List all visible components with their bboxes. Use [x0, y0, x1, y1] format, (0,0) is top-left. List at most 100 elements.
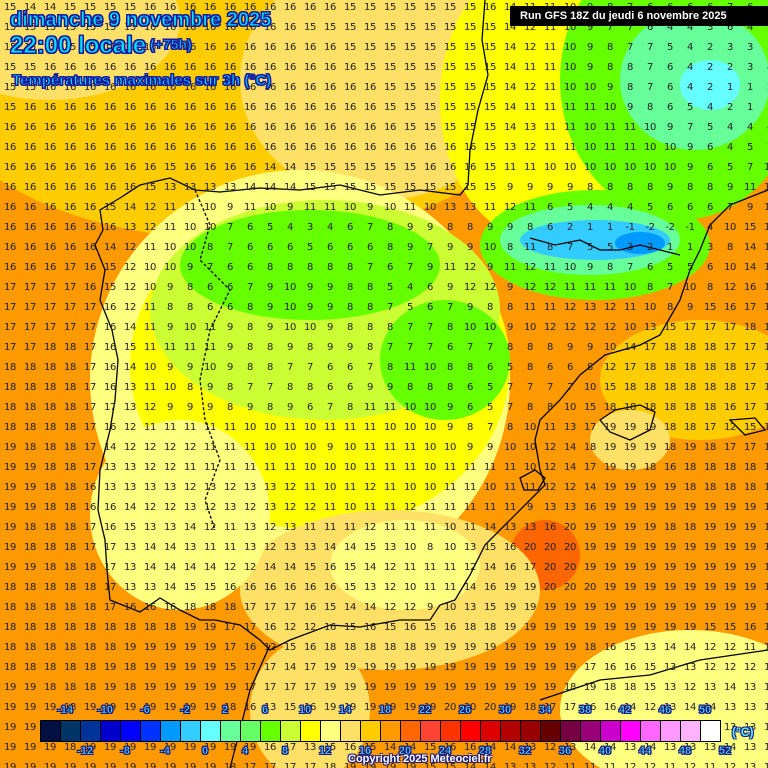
- grid-value: 10: [423, 462, 437, 473]
- forecast-offset: (+75h): [150, 36, 193, 53]
- grid-value: 8: [426, 542, 434, 553]
- grid-value: 19: [123, 742, 137, 753]
- grid-value: 16: [163, 122, 177, 133]
- grid-value: 4: [746, 22, 754, 33]
- grid-value: 5: [706, 122, 714, 133]
- grid-value: 18: [583, 442, 597, 453]
- grid-value: 20: [483, 702, 497, 713]
- grid-value: 13: [583, 302, 597, 313]
- grid-value: 7: [426, 322, 434, 333]
- grid-value: 18: [3, 602, 17, 613]
- grid-value: 10: [603, 102, 617, 113]
- grid-value: 16: [163, 2, 177, 13]
- grid-value: 16: [223, 102, 237, 113]
- legend-swatch: [201, 721, 221, 741]
- grid-value: 19: [643, 502, 657, 513]
- grid-value: 16: [443, 162, 457, 173]
- grid-value: 18: [43, 422, 57, 433]
- grid-value: 9: [266, 302, 274, 313]
- grid-value: 19: [763, 482, 768, 493]
- grid-value: 12: [563, 482, 577, 493]
- grid-value: 11: [223, 422, 237, 433]
- grid-value: 11: [243, 202, 257, 213]
- grid-value: 7: [386, 302, 394, 313]
- grid-value: 15: [423, 102, 437, 113]
- grid-value: 19: [743, 502, 757, 513]
- grid-value: 19: [683, 602, 697, 613]
- grid-value: 9: [186, 262, 194, 273]
- grid-value: 15: [403, 122, 417, 133]
- field-portugal: [90, 420, 270, 610]
- grid-value: 11: [163, 202, 177, 213]
- grid-value: 12: [463, 262, 477, 273]
- grid-value: 16: [163, 42, 177, 53]
- grid-value: 18: [223, 762, 237, 768]
- grid-value: 18: [63, 382, 77, 393]
- grid-value: 19: [203, 742, 217, 753]
- grid-value: 16: [23, 162, 37, 173]
- grid-value: 8: [526, 222, 534, 233]
- legend-tick-top: 14: [338, 704, 352, 717]
- grid-value: 15: [363, 22, 377, 33]
- legend-swatch: [461, 721, 481, 741]
- grid-value: 16: [43, 202, 57, 213]
- grid-value: 9: [186, 402, 194, 413]
- grid-value: 13: [503, 142, 517, 153]
- grid-value: 7: [406, 262, 414, 273]
- grid-value: 14: [43, 2, 57, 13]
- grid-value: 10: [283, 442, 297, 453]
- grid-value: 19: [123, 762, 137, 768]
- grid-value: 15: [83, 2, 97, 13]
- grid-value: 16: [63, 242, 77, 253]
- grid-value: 18: [83, 582, 97, 593]
- grid-value: 15: [3, 42, 17, 53]
- grid-value: 7: [626, 22, 634, 33]
- grid-value: 17: [63, 262, 77, 273]
- grid-value: 15: [443, 82, 457, 93]
- grid-value: 12: [363, 482, 377, 493]
- grid-value: 19: [703, 602, 717, 613]
- legend-swatch: [661, 721, 681, 741]
- legend-swatch: [321, 721, 341, 741]
- grid-value: 18: [43, 542, 57, 553]
- grid-value: 10: [763, 162, 768, 173]
- grid-value: 11: [203, 322, 217, 333]
- grid-value: 16: [43, 102, 57, 113]
- grid-value: 18: [63, 462, 77, 473]
- grid-value: 19: [423, 702, 437, 713]
- grid-value: 2: [706, 42, 714, 53]
- grid-value: 17: [583, 662, 597, 673]
- grid-value: 20: [543, 542, 557, 553]
- grid-value: 16: [103, 102, 117, 113]
- grid-value: 19: [683, 502, 697, 513]
- grid-value: 16: [763, 262, 768, 273]
- grid-value: 19: [423, 642, 437, 653]
- legend-tick-top: 42: [618, 704, 632, 717]
- grid-value: 13: [543, 502, 557, 513]
- grid-value: 7: [566, 242, 574, 253]
- grid-value: 4: [406, 282, 414, 293]
- grid-value: 13: [643, 642, 657, 653]
- grid-value: 18: [683, 422, 697, 433]
- grid-value: 19: [503, 662, 517, 673]
- grid-value: 18: [63, 702, 77, 713]
- legend-swatch: [181, 721, 201, 741]
- grid-value: 16: [103, 42, 117, 53]
- grid-value: 11: [143, 302, 157, 313]
- grid-value: 17: [83, 442, 97, 453]
- grid-value: 10: [303, 322, 317, 333]
- grid-value: 11: [143, 382, 157, 393]
- grid-value: 5: [646, 202, 654, 213]
- grid-value: 19: [143, 642, 157, 653]
- grid-value: 12: [583, 322, 597, 333]
- grid-value: 6: [306, 402, 314, 413]
- grid-value: 11: [223, 442, 237, 453]
- grid-value: 8: [306, 262, 314, 273]
- grid-value: 7: [746, 162, 754, 173]
- grid-value: 14: [123, 502, 137, 513]
- grid-value: 10: [283, 302, 297, 313]
- grid-value: 13: [163, 522, 177, 533]
- grid-value: 11: [203, 342, 217, 353]
- grid-value: 11: [603, 282, 617, 293]
- grid-value: 8: [306, 342, 314, 353]
